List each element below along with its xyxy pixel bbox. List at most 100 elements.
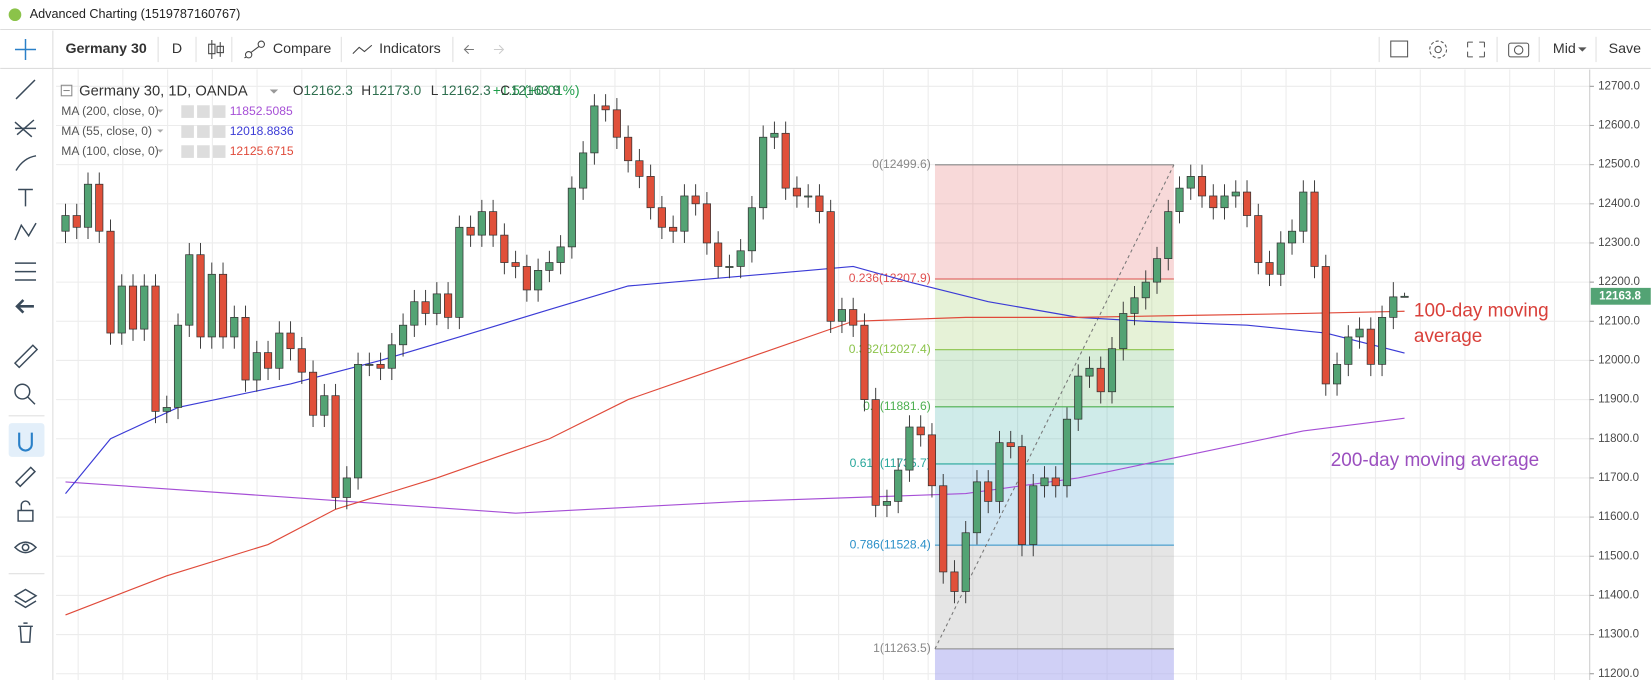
ma-legend-button[interactable] <box>212 105 226 118</box>
ohlc-key: O <box>293 83 304 98</box>
fib-zone <box>934 164 1174 280</box>
visibility-tool[interactable] <box>13 541 38 554</box>
measure-tool[interactable] <box>13 344 39 369</box>
candle-body <box>489 211 498 236</box>
candle-body <box>556 246 565 263</box>
ma-legend-button[interactable] <box>212 145 226 158</box>
lock-drawing-tool[interactable] <box>14 466 37 488</box>
indicators-button[interactable]: Indicators <box>379 41 441 57</box>
candle-body <box>1175 187 1184 212</box>
unlock-tool[interactable] <box>17 500 34 522</box>
candle-body <box>770 132 779 138</box>
moving-average-line <box>65 310 1405 616</box>
candle-body <box>230 316 239 338</box>
fib-level-label: 0.236(12207.9) <box>849 271 931 285</box>
prediction-tool[interactable] <box>14 262 37 281</box>
fib-level-label: 0.382(12027.4) <box>849 342 931 356</box>
candle-body <box>95 183 104 232</box>
compare-icon[interactable] <box>244 40 265 59</box>
ma-legend-button[interactable] <box>181 125 194 138</box>
symbol-button[interactable]: Germany 30 <box>66 41 147 57</box>
last-price-tag <box>1590 287 1651 305</box>
candle-body <box>714 242 723 267</box>
collapse-button[interactable] <box>60 84 73 97</box>
candle-body <box>1366 328 1375 365</box>
ma-legend-button[interactable] <box>197 145 210 158</box>
brush-tool[interactable] <box>15 155 37 171</box>
chart-title: Germany 30, 1D, OANDA <box>79 83 248 99</box>
candle-body <box>455 226 464 318</box>
fibonacci-retracement[interactable]: 0(12499.6) 0.236(12207.9) 0.382(12027.4) 0.… <box>849 157 1175 680</box>
save-button[interactable]: Save <box>1609 41 1641 57</box>
candle-body <box>804 195 813 198</box>
magnet-tool[interactable] <box>18 432 33 452</box>
candle-body <box>1389 296 1398 318</box>
redo-button[interactable] <box>493 44 505 55</box>
candle-body <box>815 195 824 212</box>
compare-button[interactable]: Compare <box>273 41 332 57</box>
price-axis: 11200.0 11300.0 11400.0 11500.0 11600.0 11700… <box>1589 69 1651 680</box>
candle-body <box>1017 446 1027 545</box>
annotation: 200-day moving average <box>1331 450 1539 471</box>
text-tool[interactable] <box>18 188 33 207</box>
candle-body <box>263 352 273 369</box>
y-tick-label: 11400.0 <box>1598 589 1639 601</box>
window-title: Advanced Charting (1519787160767) <box>30 7 241 21</box>
ohlc-key: H <box>361 83 371 98</box>
candles <box>61 94 1409 604</box>
candle-body <box>1344 336 1353 365</box>
ma-legend-value: 12018.8836 <box>230 124 294 138</box>
ma-legend-value: 12125.6715 <box>230 144 294 158</box>
delete-tool[interactable] <box>18 622 33 643</box>
y-tick-label: 11500.0 <box>1598 550 1639 562</box>
ma-legend-button[interactable] <box>181 145 194 158</box>
fib-tool[interactable] <box>14 119 37 138</box>
candle-body <box>511 262 520 267</box>
moving-averages <box>65 265 1405 616</box>
candle-body <box>736 250 745 267</box>
dropdown-caret <box>269 89 279 94</box>
fib-level-label: 0.5(11881.6) <box>863 399 931 413</box>
candle-body <box>1062 418 1072 487</box>
candle-body <box>444 293 453 318</box>
fullscreen-chart-button[interactable] <box>1390 40 1409 58</box>
ma-legend-button[interactable] <box>197 105 210 118</box>
ma-legend-button[interactable] <box>212 125 226 138</box>
candle-body <box>680 195 689 232</box>
chart-style-button[interactable] <box>208 40 224 59</box>
candle-body <box>72 215 81 228</box>
settings-button[interactable] <box>1429 40 1448 59</box>
candle-body <box>1276 242 1285 275</box>
pattern-tool[interactable] <box>14 222 37 241</box>
candle-body <box>601 105 610 111</box>
candle-body <box>669 226 678 232</box>
zoom-tool[interactable] <box>14 383 36 405</box>
ma-legend-name: MA (55, close, 0) <box>61 124 152 138</box>
price-mode-button[interactable]: Mid <box>1553 41 1576 57</box>
interval-button[interactable]: D <box>172 41 182 57</box>
layers-tool[interactable] <box>13 588 38 609</box>
undo-button[interactable] <box>463 44 474 55</box>
trendline-tool[interactable] <box>15 79 36 100</box>
ma-legend-button[interactable] <box>197 125 210 138</box>
candle-body <box>83 183 93 228</box>
candle-body <box>1332 363 1342 385</box>
candle-body <box>1299 191 1308 232</box>
crosshair-tool[interactable] <box>14 38 37 60</box>
candle-body <box>500 234 509 263</box>
candle-body <box>1265 262 1274 275</box>
candle-body <box>117 285 126 334</box>
expand-button[interactable] <box>1467 41 1485 58</box>
fib-zone <box>934 406 1174 464</box>
ma-legend-button[interactable] <box>181 105 194 118</box>
indicators-icon[interactable] <box>352 44 373 55</box>
ohlc-value: 12173.0 <box>372 83 422 98</box>
y-tick-label: 11300.0 <box>1598 629 1639 641</box>
candle-body <box>849 309 858 326</box>
candle-body <box>1209 195 1218 209</box>
back-tool[interactable] <box>15 299 34 314</box>
snapshot-button[interactable] <box>1508 42 1530 58</box>
ma-legend-name: MA (200, close, 0) <box>61 104 158 118</box>
candle-body <box>612 109 621 138</box>
